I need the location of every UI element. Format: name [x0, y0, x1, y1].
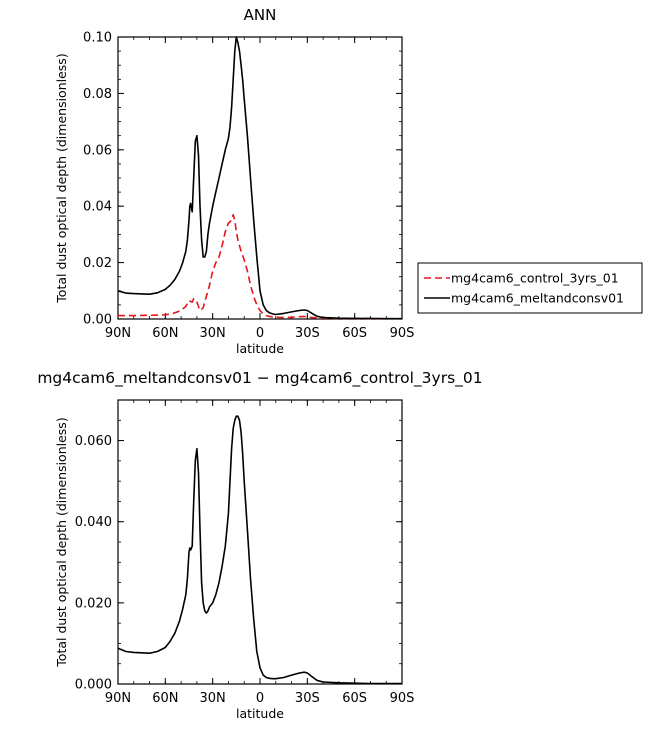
series-line-2	[117, 36, 402, 320]
x-tick-label: 0	[256, 326, 264, 341]
chart-1: ANN 90N 60N 30N 0 30S 60S 90S 0.00 0.02 0.04 0.06 0.…	[54, 6, 643, 356]
series-line-1	[118, 213, 402, 320]
series-line-1	[117, 415, 402, 685]
y-tick-label: 0.08	[83, 87, 112, 102]
x-tick-label: 60N	[152, 326, 178, 341]
y-tick-label: 0.000	[75, 678, 112, 693]
x-tick-label: 0	[256, 691, 264, 706]
y-axis-label: Total dust optical depth (dimensionless)	[54, 417, 69, 667]
y-tick-label: 0.040	[75, 515, 112, 530]
x-tick-label: 90N	[105, 691, 131, 706]
x-tick-label: 30S	[295, 691, 320, 706]
x-tick-label: 30N	[200, 691, 226, 706]
chart-title: mg4cam6_meltandconsv01 − mg4cam6_control…	[37, 369, 482, 388]
x-tick-label: 60S	[342, 691, 367, 706]
chart-2: mg4cam6_meltandconsv01 − mg4cam6_control…	[37, 369, 482, 721]
plot-frame	[117, 399, 403, 685]
y-tick-label: 0.020	[75, 596, 112, 611]
x-tick-label: 60N	[152, 691, 178, 706]
x-tick-label: 90S	[390, 691, 415, 706]
legend-label-1: mg4cam6_control_3yrs_01	[451, 271, 619, 286]
legend-label-2: mg4cam6_meltandconsv01	[451, 291, 624, 306]
x-tick-label: 30S	[295, 326, 320, 341]
x-axis-label: latitude	[236, 706, 284, 721]
x-tick-label: 60S	[342, 326, 367, 341]
y-tick-label: 0.00	[83, 313, 112, 328]
x-axis-label: latitude	[236, 341, 284, 356]
x-tick-label: 30N	[200, 326, 226, 341]
y-tick-label: 0.10	[83, 31, 112, 46]
chart-title: ANN	[244, 6, 277, 24]
y-axis-label: Total dust optical depth (dimensionless)	[54, 53, 69, 303]
y-tick-label: 0.04	[83, 200, 112, 215]
y-tick-label: 0.06	[83, 143, 112, 158]
y-tick-label: 0.060	[75, 434, 112, 449]
plot-frame	[117, 36, 403, 320]
y-tick-label: 0.02	[83, 256, 112, 271]
legend-box	[417, 262, 643, 314]
x-tick-label: 90N	[105, 326, 131, 341]
x-tick-label: 90S	[390, 326, 415, 341]
